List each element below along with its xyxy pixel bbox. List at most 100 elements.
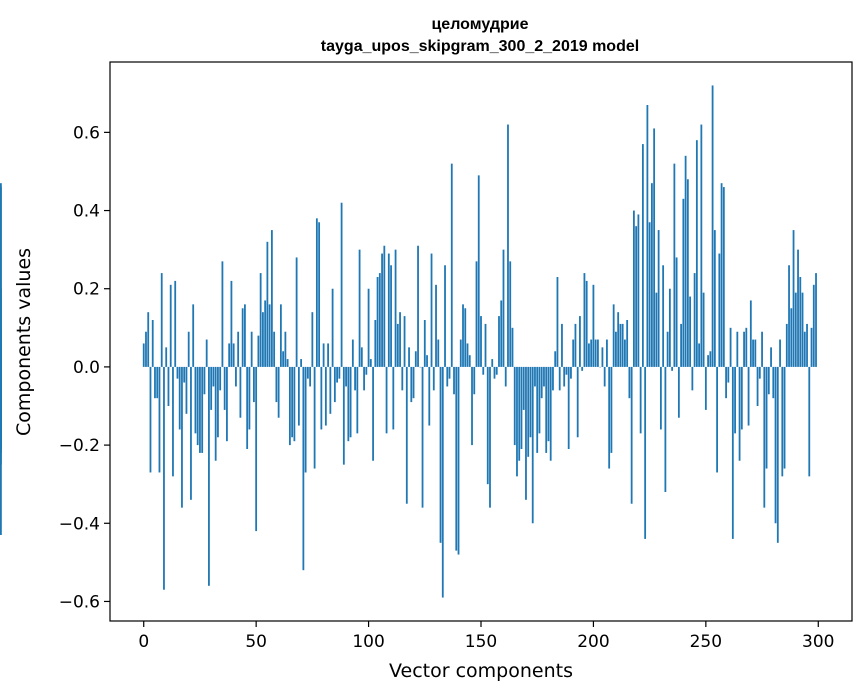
- bar: [451, 164, 453, 367]
- bar: [676, 257, 678, 366]
- bar: [356, 367, 358, 433]
- bar: [300, 359, 302, 367]
- bar: [568, 367, 570, 449]
- bar: [213, 367, 215, 387]
- bar: [215, 367, 217, 461]
- bar: [602, 347, 604, 367]
- bar: [770, 347, 772, 367]
- bar: [496, 367, 498, 375]
- bar: [575, 324, 577, 367]
- bar: [147, 312, 149, 367]
- bar: [748, 367, 750, 426]
- bar: [485, 324, 487, 367]
- bar: [379, 273, 381, 367]
- bar: [255, 367, 257, 531]
- bar: [320, 367, 322, 430]
- bar: [530, 367, 532, 437]
- bar: [269, 304, 271, 367]
- bar: [186, 367, 188, 414]
- bar: [377, 277, 379, 367]
- bar: [653, 128, 655, 366]
- bar: [188, 332, 190, 367]
- bar: [354, 367, 356, 390]
- bar: [761, 332, 763, 367]
- bar: [766, 367, 768, 469]
- bar: [808, 367, 810, 476]
- bar: [557, 277, 559, 367]
- bar: [325, 367, 327, 426]
- bar: [280, 304, 282, 367]
- bar: [287, 359, 289, 367]
- bar: [745, 328, 747, 367]
- bar: [685, 156, 687, 367]
- bar: [646, 105, 648, 367]
- bar: [397, 324, 399, 367]
- bar: [554, 351, 556, 367]
- bar: [590, 340, 592, 367]
- bar: [206, 340, 208, 367]
- bar: [449, 367, 451, 379]
- bar: [381, 254, 383, 367]
- bar: [179, 367, 181, 430]
- bar: [323, 343, 325, 366]
- bar: [231, 281, 233, 367]
- bar: [177, 367, 179, 379]
- bar: [750, 300, 752, 366]
- bar: [401, 367, 403, 390]
- bar: [633, 211, 635, 367]
- bar: [296, 257, 298, 366]
- bar: [777, 367, 779, 543]
- bar: [406, 367, 408, 504]
- bar: [802, 293, 804, 367]
- bar: [415, 351, 417, 367]
- bar: [253, 367, 255, 402]
- bar: [458, 367, 460, 555]
- bar: [467, 343, 469, 366]
- bar: [581, 367, 583, 371]
- bar: [172, 367, 174, 476]
- bar: [464, 308, 466, 367]
- bar: [307, 367, 309, 379]
- bar: [541, 367, 543, 398]
- y-tick-label: −0.4: [59, 514, 100, 534]
- bar: [550, 367, 552, 461]
- bar: [222, 261, 224, 367]
- bar: [784, 367, 786, 469]
- bar: [338, 367, 340, 379]
- bar: [266, 242, 268, 367]
- bar: [772, 367, 774, 398]
- bar: [293, 367, 295, 441]
- x-tick-label: 200: [577, 632, 609, 652]
- bar: [797, 250, 799, 367]
- bar: [404, 316, 406, 367]
- bar: [730, 328, 732, 367]
- bar: [480, 316, 482, 367]
- bar: [327, 343, 329, 366]
- bar: [298, 367, 300, 426]
- bar: [476, 261, 478, 367]
- bar: [392, 367, 394, 430]
- bar: [559, 367, 561, 390]
- bar: [754, 340, 756, 367]
- bar: [673, 164, 675, 367]
- bar: [424, 320, 426, 367]
- bar: [723, 187, 725, 367]
- bar: [284, 332, 286, 367]
- bar: [386, 367, 388, 433]
- bar: [741, 367, 743, 430]
- bar: [228, 343, 230, 366]
- bar: [251, 332, 253, 367]
- bar: [390, 265, 392, 367]
- x-tick-label: 100: [352, 632, 384, 652]
- bar: [505, 367, 507, 387]
- bar: [192, 304, 194, 367]
- bar: [543, 367, 545, 387]
- bar: [703, 293, 705, 367]
- bar: [617, 312, 619, 367]
- bar: [644, 367, 646, 539]
- bar: [233, 343, 235, 366]
- bar: [226, 367, 228, 441]
- bar: [204, 367, 206, 394]
